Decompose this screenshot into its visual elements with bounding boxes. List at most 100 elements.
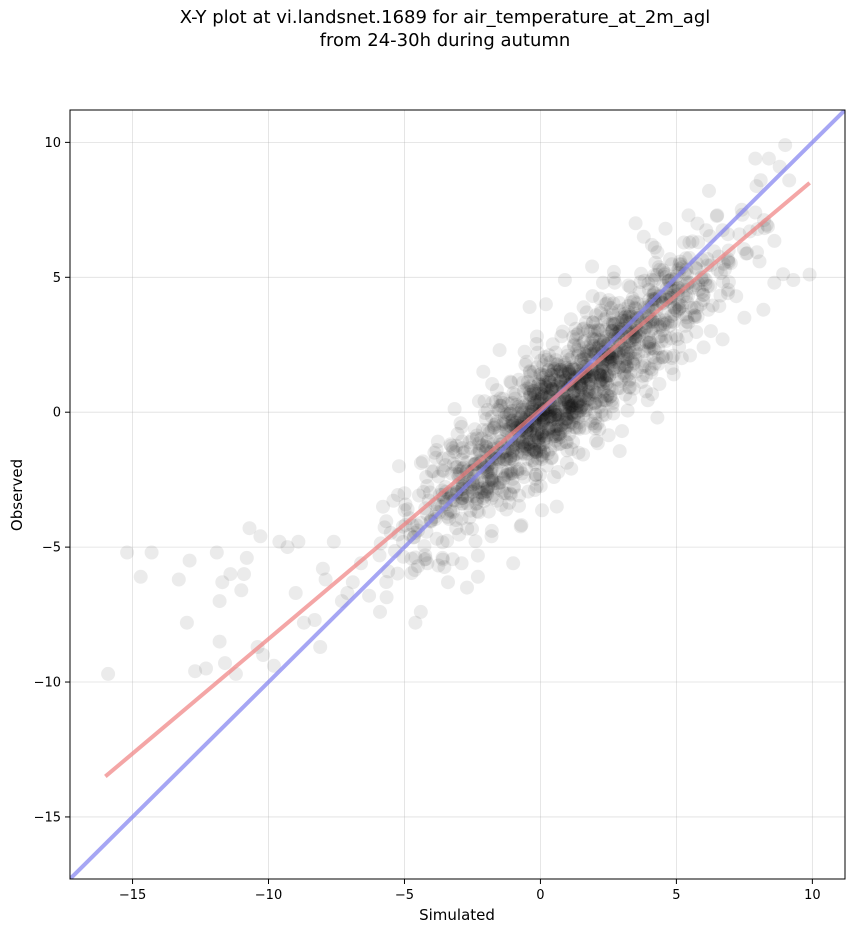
scatter-point — [529, 445, 544, 460]
scatter-point — [435, 535, 450, 550]
scatter-point — [615, 343, 629, 358]
scatter-point — [529, 337, 544, 351]
scatter-point — [696, 288, 711, 303]
scatter-point — [441, 450, 456, 465]
scatter-point — [479, 484, 494, 499]
scatter-point — [645, 387, 660, 402]
scatter-point — [579, 348, 594, 363]
scatter-point — [571, 326, 586, 341]
scatter-point — [664, 331, 679, 346]
scatter-point — [602, 355, 617, 370]
scatter-point — [542, 348, 557, 363]
scatter-point — [637, 273, 652, 288]
scatter-point — [472, 485, 487, 500]
scatter-point — [471, 444, 486, 459]
scatter-point — [499, 468, 513, 483]
scatter-point — [522, 385, 537, 400]
scatter-point — [661, 274, 676, 289]
scatter-point — [417, 552, 432, 567]
scatter-point — [502, 418, 517, 433]
scatter-point — [589, 395, 604, 410]
scatter-point — [710, 262, 725, 277]
scatter-point — [531, 376, 546, 391]
scatter-point — [457, 444, 472, 459]
scatter-point — [171, 572, 186, 587]
scatter-point — [199, 661, 213, 676]
scatter-point — [582, 372, 597, 387]
scatter-point — [543, 409, 558, 424]
scatter-point — [511, 372, 526, 387]
scatter-point — [687, 308, 702, 323]
scatter-point — [491, 480, 506, 495]
scatter-point — [460, 490, 475, 505]
scatter-point — [547, 438, 562, 453]
scatter-point — [455, 441, 470, 456]
scatter-point — [593, 373, 608, 388]
scatter-point — [549, 357, 564, 372]
scatter-point — [585, 259, 600, 274]
scatter-point — [524, 379, 539, 394]
scatter-point — [574, 399, 589, 414]
scatter-point — [670, 332, 685, 347]
scatter-point — [456, 446, 471, 460]
scatter-point — [574, 381, 589, 396]
scatter-point — [681, 208, 696, 223]
scatter-point — [448, 445, 463, 460]
scatter-point — [584, 336, 599, 351]
scatter-point — [671, 297, 686, 312]
scatter-point — [593, 291, 608, 306]
scatter-point — [495, 484, 510, 499]
scatter-point — [120, 545, 135, 560]
scatter-point — [776, 267, 791, 282]
scatter-point — [604, 355, 619, 370]
scatter-point — [585, 289, 600, 304]
scatter-point — [589, 332, 604, 347]
scatter-point — [449, 438, 464, 453]
scatter-point — [605, 323, 620, 338]
scatter-point — [530, 345, 545, 360]
scatter-point — [629, 332, 644, 347]
scatter-point — [503, 374, 518, 389]
scatter-point — [439, 494, 454, 509]
scatter-point — [544, 383, 558, 398]
scatter-point — [574, 387, 589, 402]
scatter-point — [485, 473, 500, 488]
scatter-point — [647, 268, 662, 283]
scatter-point — [588, 316, 603, 331]
scatter-point — [545, 378, 560, 392]
scatter-point — [720, 286, 735, 301]
scatter-point — [636, 229, 651, 244]
scatter-point — [417, 539, 432, 554]
scatter-point — [721, 254, 736, 269]
scatter-point — [547, 470, 561, 484]
scatter-point — [526, 383, 541, 398]
scatter-point — [635, 368, 650, 383]
scatter-point — [579, 344, 594, 359]
scatter-point — [586, 315, 601, 330]
scatter-point — [613, 381, 627, 395]
scatter-point — [596, 370, 611, 384]
scatter-point — [536, 368, 551, 383]
scatter-point — [519, 381, 534, 396]
scatter-point — [212, 634, 227, 649]
scatter-point — [633, 275, 648, 290]
scatter-point — [541, 363, 556, 378]
scatter-point — [647, 240, 662, 255]
scatter-point — [470, 491, 484, 506]
scatter-point — [613, 374, 628, 389]
scatter-point — [662, 280, 677, 295]
scatter-point — [658, 221, 673, 236]
scatter-point — [480, 481, 495, 495]
scatter-point — [484, 474, 499, 489]
scatter-point — [474, 431, 489, 446]
scatter-point — [534, 426, 549, 441]
scatter-point — [539, 458, 554, 473]
scatter-point — [606, 306, 620, 321]
scatter-point — [663, 252, 677, 267]
scatter-point — [541, 422, 556, 436]
scatter-point — [588, 411, 603, 426]
scatter-point — [603, 355, 618, 369]
scatter-point — [500, 464, 515, 479]
scatter-point — [621, 347, 636, 362]
scatter-point — [504, 466, 519, 481]
